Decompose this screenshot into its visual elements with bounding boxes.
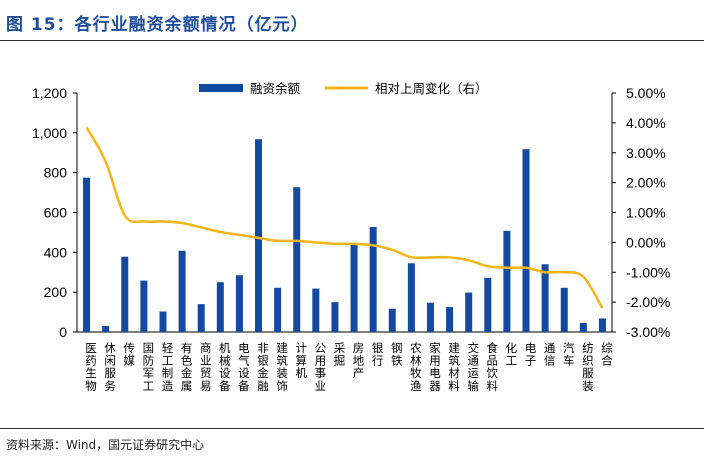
bar (503, 230, 511, 332)
category-label: 建筑材料 (448, 341, 460, 393)
right-tick-label: 5.00% (626, 85, 666, 101)
bar (140, 280, 148, 332)
category-label: 农林牧渔 (410, 341, 422, 393)
right-tick-label: -2.00% (626, 294, 670, 310)
category-label: 机械设备 (219, 341, 231, 393)
category-label: 银行 (372, 341, 384, 368)
left-axis-ticks: 0 200 400 600 800 1,000 1,200 (32, 85, 77, 340)
chart: 0 200 400 600 800 1,000 1,200 -3.00% -2.00% -1.0… (32, 81, 670, 393)
category-label: 综合 (601, 341, 613, 368)
bar (407, 263, 415, 332)
bar (235, 275, 243, 332)
bar (255, 139, 263, 332)
bar (465, 292, 473, 332)
bar (522, 149, 530, 332)
category-label: 计算机 (295, 341, 307, 380)
category-label: 钢铁 (391, 341, 403, 368)
bar (350, 243, 358, 332)
bar (369, 227, 377, 332)
legend-bar-label: 融资余额 (250, 81, 301, 96)
bar (598, 318, 606, 332)
bar (446, 307, 454, 332)
category-label: 建筑装饰 (276, 341, 288, 393)
legend: 融资余额 相对上周变化（右） (199, 81, 488, 96)
bar (484, 277, 492, 332)
right-tick-label: -3.00% (626, 324, 670, 340)
bar (197, 304, 205, 332)
legend-line-label: 相对上周变化（右） (375, 81, 488, 96)
line-series (85, 126, 604, 309)
category-label: 国防军工 (143, 341, 155, 393)
left-tick-label: 1,000 (32, 125, 67, 141)
left-tick-label: 0 (59, 324, 67, 340)
category-label: 纺织服装 (582, 341, 594, 393)
category-label: 电子 (525, 341, 537, 368)
bar (560, 287, 568, 332)
right-axis-ticks: -3.00% -2.00% -1.00% 0.00% 1.00% 2.00% 3.00% 4.… (612, 85, 670, 340)
bar (216, 282, 224, 332)
category-label: 食品饮料 (487, 341, 499, 393)
category-label: 有色金属 (181, 341, 193, 393)
left-tick-label: 200 (44, 284, 68, 300)
line-path (85, 126, 604, 309)
category-label: 传媒 (124, 341, 136, 368)
right-tick-label: 1.00% (626, 205, 666, 221)
category-label: 医药生物 (85, 341, 97, 393)
right-tick-label: 3.00% (626, 145, 666, 161)
category-label: 采掘 (334, 341, 346, 368)
bar (102, 326, 110, 332)
category-label: 家用电器 (429, 341, 441, 393)
category-label: 非银金融 (257, 341, 269, 393)
category-label: 商业贸易 (200, 341, 212, 393)
axes (76, 93, 613, 333)
category-label: 汽车 (563, 341, 575, 368)
bar (426, 302, 434, 332)
right-tick-label: -1.00% (626, 264, 670, 280)
bar (293, 187, 301, 332)
left-tick-label: 400 (44, 244, 68, 260)
bar (312, 288, 320, 332)
source-rule (0, 428, 704, 429)
category-label: 交通运输 (467, 341, 479, 393)
legend-bar-swatch (199, 84, 243, 92)
bar (388, 308, 396, 332)
category-label: 公用事业 (315, 341, 327, 393)
bar (541, 264, 549, 332)
category-labels: 医药生物休闲服务传媒国防军工轻工制造有色金属商业贸易机械设备电气设备非银金融建筑… (85, 341, 613, 393)
right-tick-label: 2.00% (626, 175, 666, 191)
left-tick-label: 800 (44, 165, 68, 181)
bar (178, 250, 186, 332)
right-tick-label: 4.00% (626, 115, 666, 131)
bar (274, 287, 282, 332)
category-label: 房地产 (353, 341, 365, 380)
bar (83, 177, 91, 332)
bar (159, 311, 167, 332)
bar (579, 323, 587, 332)
left-tick-label: 600 (44, 205, 68, 221)
left-tick-label: 1,200 (32, 85, 67, 101)
bar (121, 256, 129, 332)
source-note: 资料来源：Wind，国元证券研究中心 (6, 438, 205, 452)
figure-title: 图 15：各行业融资余额情况（亿元） (6, 15, 309, 35)
title-rule (0, 40, 704, 41)
category-label: 休闲服务 (104, 341, 116, 393)
category-label: 通信 (544, 341, 556, 368)
bar (331, 302, 339, 332)
category-label: 电气设备 (238, 341, 250, 393)
bar-series (83, 139, 606, 332)
right-tick-label: 0.00% (626, 234, 666, 250)
category-label: 化工 (506, 341, 518, 368)
category-label: 轻工制造 (162, 341, 174, 393)
